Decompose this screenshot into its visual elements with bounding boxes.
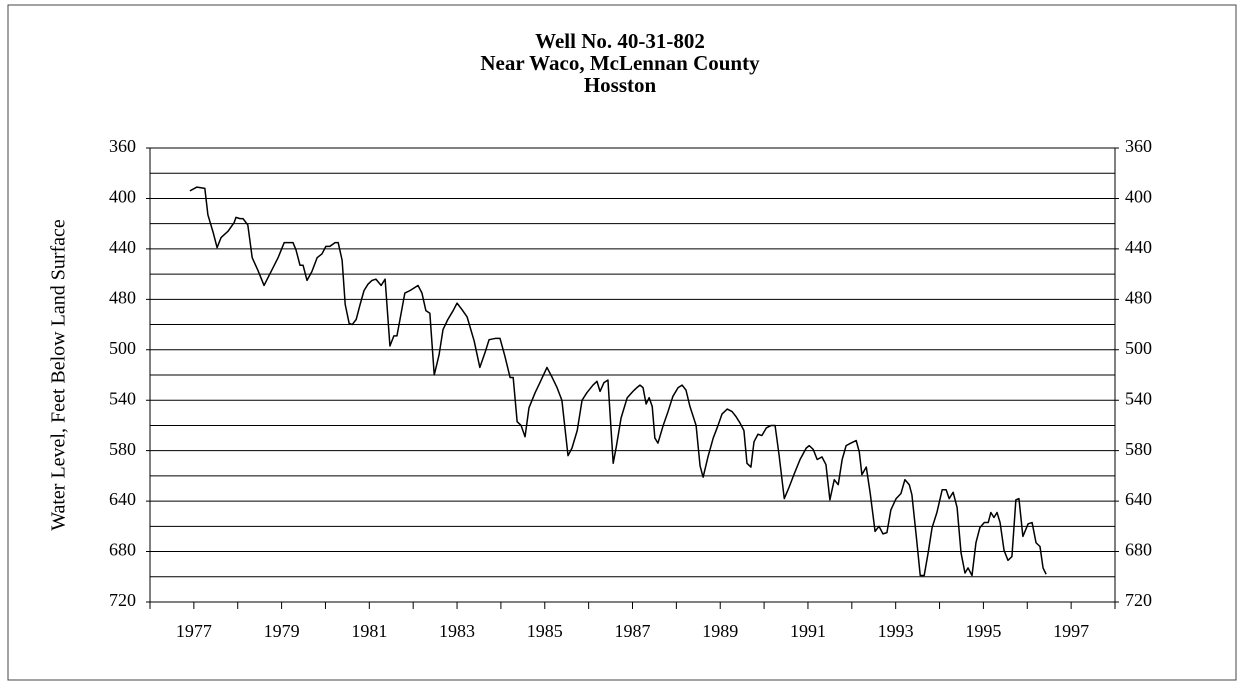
x-tick-label: 1997 [1053, 621, 1089, 641]
y-tick-label: 640 [109, 489, 136, 509]
chart-title: Well No. 40-31-802 [535, 29, 705, 53]
chart-title: Near Waco, McLennan County [480, 51, 760, 75]
x-tick-label: 1981 [351, 621, 387, 641]
y-tick-label-right: 400 [1125, 187, 1152, 207]
y-tick-label: 500 [109, 338, 136, 358]
y-axis-label: Water Level, Feet Below Land Surface [48, 219, 70, 531]
y-tick-label-right: 440 [1125, 237, 1152, 257]
y-tick-label: 440 [109, 237, 136, 257]
y-tick-label: 480 [109, 287, 136, 307]
y-tick-label-right: 500 [1125, 338, 1152, 358]
y-tick-label-right: 540 [1125, 388, 1152, 408]
x-tick-label: 1993 [878, 621, 914, 641]
y-tick-label-right: 360 [1125, 136, 1152, 156]
x-tick-label: 1991 [790, 621, 826, 641]
data-line [189, 186, 1047, 577]
y-tick-label: 580 [109, 439, 136, 459]
chart-title: Hosston [584, 73, 657, 97]
y-tick-label-right: 640 [1125, 489, 1152, 509]
y-tick-label: 360 [109, 136, 136, 156]
x-tick-label: 1989 [702, 621, 738, 641]
x-tick-label: 1979 [264, 621, 300, 641]
x-tick-label: 1985 [527, 621, 563, 641]
y-tick-label: 400 [109, 187, 136, 207]
y-tick-label-right: 480 [1125, 287, 1152, 307]
y-tick-label: 680 [109, 540, 136, 560]
y-tick-label-right: 680 [1125, 540, 1152, 560]
x-tick-label: 1987 [615, 621, 651, 641]
y-tick-label-right: 580 [1125, 439, 1152, 459]
x-tick-label: 1983 [439, 621, 475, 641]
y-tick-label: 720 [109, 590, 136, 610]
y-tick-label: 540 [109, 388, 136, 408]
frame [7, 4, 1237, 681]
y-tick-label-right: 720 [1125, 590, 1152, 610]
x-tick-label: 1977 [176, 621, 212, 641]
x-tick-label: 1995 [965, 621, 1001, 641]
